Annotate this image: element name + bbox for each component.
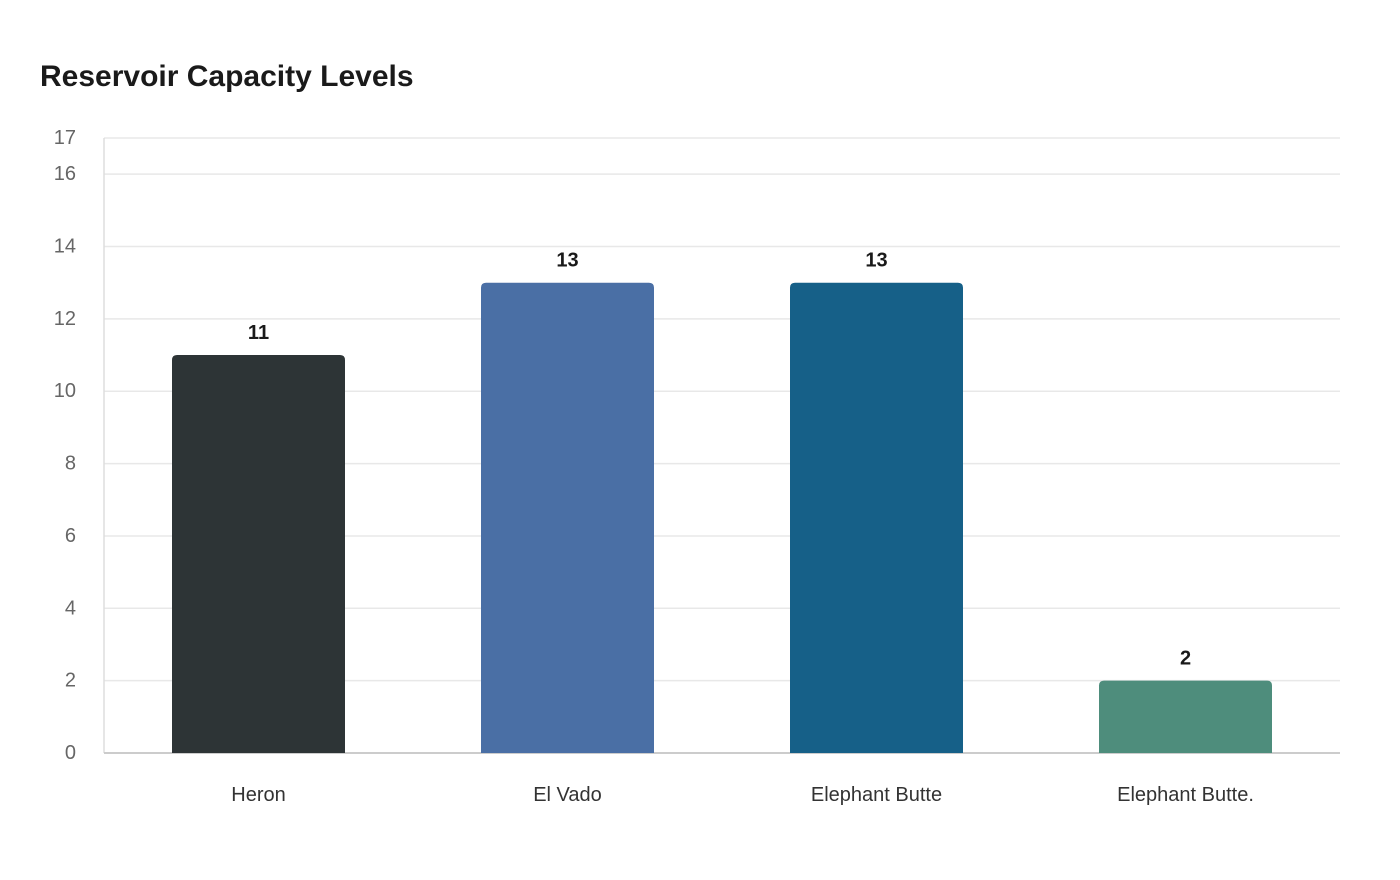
bar-elephant-butte: [1099, 680, 1272, 753]
y-tick-label: 16: [54, 163, 76, 185]
x-axis-ticks: Heron El Vado Elephant Butte Elephant Butte…: [231, 784, 1254, 806]
data-label: 13: [865, 250, 887, 272]
data-label: 2: [1180, 648, 1191, 670]
y-tick-label: 8: [65, 453, 76, 475]
bar-el-vado: [481, 282, 654, 753]
x-tick-label: Elephant Butte.: [1117, 784, 1254, 806]
data-label: 13: [556, 250, 578, 272]
y-axis-ticks: 0 2 4 6 8 10 12 14 16 17: [54, 127, 76, 764]
bar-heron: [172, 355, 345, 753]
y-tick-label: 4: [65, 597, 76, 619]
y-tick-label: 6: [65, 525, 76, 547]
y-tick-label: 0: [65, 742, 76, 764]
bars: [172, 282, 1272, 753]
data-label: 11: [248, 322, 269, 344]
bar-elephant-butte: [790, 282, 963, 753]
y-tick-label: 17: [54, 127, 76, 149]
y-tick-label: 12: [54, 308, 76, 330]
x-tick-label: Heron: [231, 784, 285, 806]
y-tick-label: 10: [54, 380, 76, 402]
data-labels: 11 13 13 2: [248, 250, 1191, 670]
y-tick-label: 2: [65, 670, 76, 692]
x-tick-label: El Vado: [533, 784, 602, 806]
x-tick-label: Elephant Butte: [811, 784, 942, 806]
chart-title: Reservoir Capacity Levels: [40, 60, 414, 93]
y-tick-label: 14: [54, 236, 76, 258]
